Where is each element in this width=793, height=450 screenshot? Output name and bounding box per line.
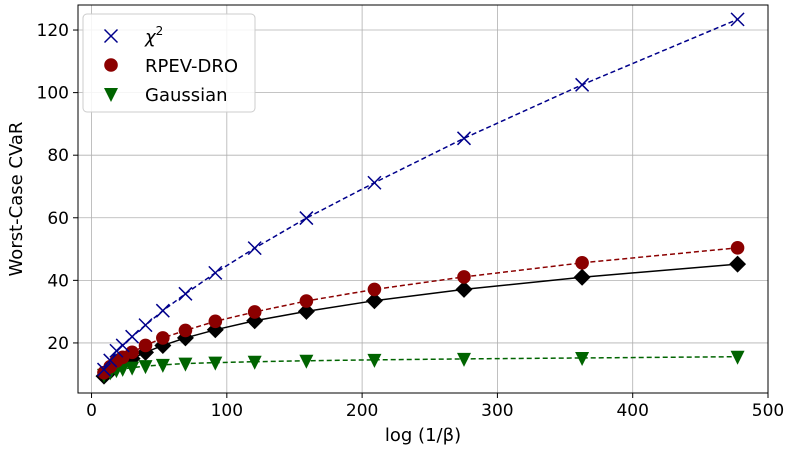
data-point bbox=[730, 350, 745, 365]
data-point bbox=[138, 338, 153, 353]
marker-stroke bbox=[138, 318, 153, 333]
legend-marker bbox=[104, 58, 118, 72]
data-point bbox=[367, 282, 382, 297]
y-tick-label: 120 bbox=[37, 21, 69, 41]
data-point bbox=[573, 268, 591, 286]
legend-box bbox=[82, 13, 256, 113]
data-point bbox=[178, 286, 193, 301]
marker-stroke bbox=[299, 211, 314, 226]
marker-stroke bbox=[178, 286, 193, 301]
marker-stroke bbox=[730, 12, 745, 27]
x-tick-label: 100 bbox=[211, 401, 243, 421]
series-line bbox=[103, 263, 738, 377]
data-point bbox=[456, 352, 471, 367]
data-point bbox=[299, 294, 314, 308]
x-tick-label: 300 bbox=[481, 401, 513, 421]
data-point bbox=[575, 77, 590, 92]
legend-label: RPEV-DRO bbox=[145, 56, 238, 77]
series-layer bbox=[95, 12, 747, 385]
data-point bbox=[299, 211, 314, 226]
data-point bbox=[138, 360, 153, 375]
series-rpev-dro bbox=[97, 241, 745, 380]
data-point bbox=[299, 354, 314, 369]
x-tick-label: 400 bbox=[616, 401, 648, 421]
data-point bbox=[208, 314, 223, 329]
x-tick-label: 200 bbox=[346, 401, 378, 421]
plot-frame bbox=[77, 4, 769, 394]
data-point bbox=[178, 357, 193, 372]
legend-superscript: 2 bbox=[156, 24, 164, 38]
x-tick-label: 500 bbox=[752, 401, 784, 421]
legend-marker bbox=[103, 28, 119, 44]
marker-stroke bbox=[247, 241, 262, 256]
series-- bbox=[96, 12, 745, 377]
y-tick-label: 60 bbox=[47, 209, 69, 229]
marker-stroke bbox=[103, 28, 119, 44]
series-line bbox=[103, 355, 738, 376]
data-point bbox=[457, 270, 471, 284]
y-tick-label: 100 bbox=[37, 84, 69, 104]
data-point bbox=[247, 241, 262, 256]
marker-stroke bbox=[367, 175, 382, 190]
marker-stroke bbox=[125, 329, 140, 344]
data-point bbox=[208, 356, 223, 371]
data-point bbox=[125, 345, 139, 360]
data-point bbox=[247, 305, 262, 319]
data-point bbox=[178, 323, 193, 338]
marker-stroke bbox=[575, 77, 590, 92]
data-point bbox=[138, 318, 153, 333]
marker-stroke bbox=[155, 303, 170, 318]
series-reference bbox=[95, 255, 747, 385]
data-point bbox=[730, 241, 745, 255]
x-tick-label: 0 bbox=[86, 401, 97, 421]
data-point bbox=[367, 175, 382, 190]
series-gaussian bbox=[96, 350, 745, 383]
data-point bbox=[247, 355, 262, 370]
y-tick-label: 80 bbox=[47, 146, 69, 166]
data-point bbox=[208, 265, 223, 280]
data-point bbox=[367, 353, 382, 368]
marker-stroke bbox=[96, 362, 112, 377]
data-point bbox=[155, 303, 170, 318]
marker-stroke bbox=[208, 265, 223, 280]
data-point bbox=[575, 256, 589, 270]
marker-stroke bbox=[456, 131, 472, 146]
y-tick-label: 20 bbox=[47, 334, 69, 354]
data-point bbox=[455, 280, 473, 298]
marker-stroke bbox=[103, 353, 118, 368]
data-point bbox=[125, 329, 140, 344]
data-point bbox=[96, 362, 112, 377]
data-point bbox=[125, 361, 140, 376]
data-point bbox=[156, 331, 170, 345]
data-point bbox=[103, 353, 118, 368]
data-point bbox=[155, 358, 170, 373]
data-point bbox=[456, 131, 472, 146]
legend-marker bbox=[104, 88, 118, 102]
data-point bbox=[730, 12, 745, 27]
y-axis-label: Worst-Case CVaR bbox=[6, 122, 27, 277]
x-axis-label: log (1/β) bbox=[385, 425, 461, 446]
data-point bbox=[297, 302, 315, 320]
series-line bbox=[103, 247, 738, 374]
data-point bbox=[575, 351, 590, 366]
data-point bbox=[729, 255, 747, 273]
legend-label: Gaussian bbox=[145, 85, 228, 106]
y-tick-label: 40 bbox=[47, 271, 69, 291]
data-point bbox=[365, 292, 383, 310]
axis-ticks: 0 100 200 300 400 500 20 40 60 80 100 120 bbox=[37, 21, 785, 421]
